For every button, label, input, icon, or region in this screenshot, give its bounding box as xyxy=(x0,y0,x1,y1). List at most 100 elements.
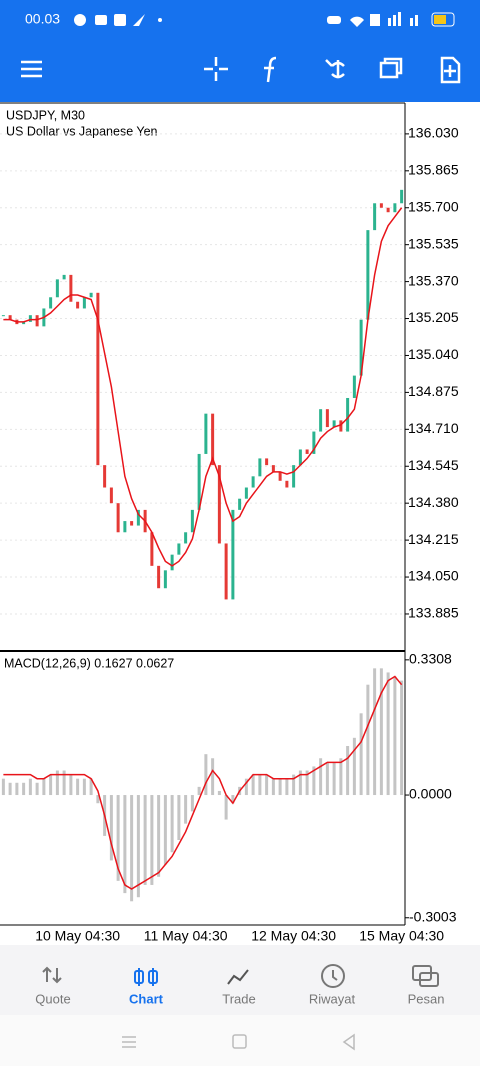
macd-histogram-bar xyxy=(157,795,161,877)
macd-histogram-bar xyxy=(265,774,269,796)
candle xyxy=(217,465,221,544)
candle xyxy=(22,321,26,325)
candle xyxy=(285,480,289,488)
candle xyxy=(339,420,343,432)
candle xyxy=(130,521,134,526)
candle xyxy=(366,230,370,320)
candle xyxy=(298,449,302,466)
macd-signal-line xyxy=(3,675,403,890)
nav-label[interactable]: Trade xyxy=(222,991,255,1006)
macd-histogram-bar xyxy=(258,774,262,796)
macd-histogram-bar xyxy=(211,758,215,796)
candle xyxy=(319,409,323,432)
y-tick-label: 135.040 xyxy=(408,346,459,362)
macd-histogram-bar xyxy=(271,778,275,796)
candle xyxy=(157,565,161,589)
y-tick-label: 135.370 xyxy=(408,272,459,288)
candle xyxy=(278,471,282,481)
macd-histogram-bar xyxy=(278,778,282,796)
macd-histogram-bar xyxy=(49,774,53,796)
macd-histogram-bar xyxy=(150,795,154,885)
macd-histogram-bar xyxy=(177,795,181,840)
candle xyxy=(55,279,59,298)
candle xyxy=(373,203,377,231)
y-tick-label: 136.030 xyxy=(408,125,459,141)
candle xyxy=(89,292,93,298)
candle xyxy=(82,297,86,309)
chart-area[interactable] xyxy=(0,102,480,945)
candle xyxy=(96,292,100,466)
macd-histogram-bar xyxy=(400,680,404,796)
macd-histogram-bar xyxy=(116,795,120,881)
toolbar-icons[interactable] xyxy=(21,56,461,84)
candle xyxy=(8,315,12,320)
candle xyxy=(211,413,215,466)
macd-histogram-bar xyxy=(231,795,235,804)
macd-histogram-bar xyxy=(224,795,228,820)
y-tick-label: 0.3308 xyxy=(409,651,452,667)
macd-label: MACD(12,26,9) 0.1627 0.0627 xyxy=(4,656,174,670)
nav-label[interactable]: Chart xyxy=(129,991,164,1006)
system-nav xyxy=(0,1015,480,1066)
macd-histogram-bar xyxy=(298,770,302,796)
candle xyxy=(197,453,201,510)
nav-icons xyxy=(42,964,439,988)
candle xyxy=(271,465,275,472)
macd-histogram-bar xyxy=(42,778,46,796)
candle xyxy=(346,397,350,432)
macd-histogram-bar xyxy=(217,790,221,796)
macd-histogram-bar xyxy=(359,713,363,796)
macd-histogram-bar xyxy=(373,668,377,796)
macd-histogram-bar xyxy=(285,778,289,796)
candle xyxy=(28,315,32,322)
candle xyxy=(258,458,262,477)
macd-histogram-bar xyxy=(1,778,5,796)
y-tick-label: 134.050 xyxy=(408,568,459,584)
candle xyxy=(265,458,269,466)
candle xyxy=(1,315,5,317)
nav-label[interactable]: Riwayat xyxy=(309,991,356,1006)
macd-histogram-bar xyxy=(76,778,80,796)
macd-histogram-bar xyxy=(379,668,383,796)
nav-label[interactable]: Quote xyxy=(35,991,70,1006)
macd-histogram-bar xyxy=(35,782,39,796)
candle xyxy=(170,554,174,571)
x-tick-label: 10 May 04:30 xyxy=(35,928,120,944)
candle xyxy=(386,207,390,213)
system-nav-icons[interactable] xyxy=(122,1033,355,1051)
candle xyxy=(231,509,235,600)
candle xyxy=(35,315,39,327)
y-tick-label: 134.710 xyxy=(408,420,459,436)
macd-histogram-bar xyxy=(244,778,248,796)
candle xyxy=(379,203,383,208)
macd-histogram-bar xyxy=(325,762,329,796)
y-tick-label: 134.545 xyxy=(408,457,459,473)
y-tick-label: 134.215 xyxy=(408,531,459,547)
y-tick-label: 134.380 xyxy=(408,494,459,510)
macd-histogram-bar xyxy=(55,770,59,796)
macd-histogram-bar xyxy=(136,795,140,898)
candle xyxy=(177,543,181,555)
macd-histogram-bar xyxy=(393,676,397,796)
candle xyxy=(103,465,107,488)
candle xyxy=(163,570,167,589)
symbol-label: USDJPY, M30 xyxy=(6,108,85,122)
y-tick-label: 135.700 xyxy=(408,198,459,214)
macd-histogram-bar xyxy=(305,770,309,796)
candle xyxy=(123,521,127,533)
macd-histogram-bar xyxy=(197,786,201,796)
macd-histogram-bar xyxy=(89,778,93,796)
macd-histogram-bar xyxy=(366,684,370,796)
macd-histogram-bar xyxy=(346,745,350,796)
macd-histogram-bar xyxy=(15,782,19,796)
macd-histogram-bar xyxy=(352,737,356,796)
nav-label[interactable]: Pesan xyxy=(408,991,445,1006)
macd-histogram-bar xyxy=(163,795,167,865)
macd-histogram-bar xyxy=(143,795,147,885)
candle xyxy=(76,301,80,309)
macd-histogram-bar xyxy=(22,782,26,796)
macd-histogram-bar xyxy=(251,774,255,796)
candle xyxy=(116,503,120,533)
status-time: 00.03 xyxy=(25,11,60,27)
